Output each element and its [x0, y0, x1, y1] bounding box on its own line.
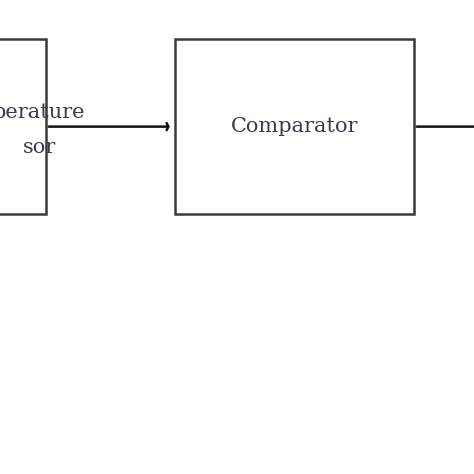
FancyBboxPatch shape [175, 39, 414, 214]
Text: Comparator: Comparator [231, 117, 358, 136]
Text: sor: sor [22, 138, 56, 157]
FancyBboxPatch shape [0, 39, 46, 214]
Text: perature: perature [0, 103, 85, 122]
